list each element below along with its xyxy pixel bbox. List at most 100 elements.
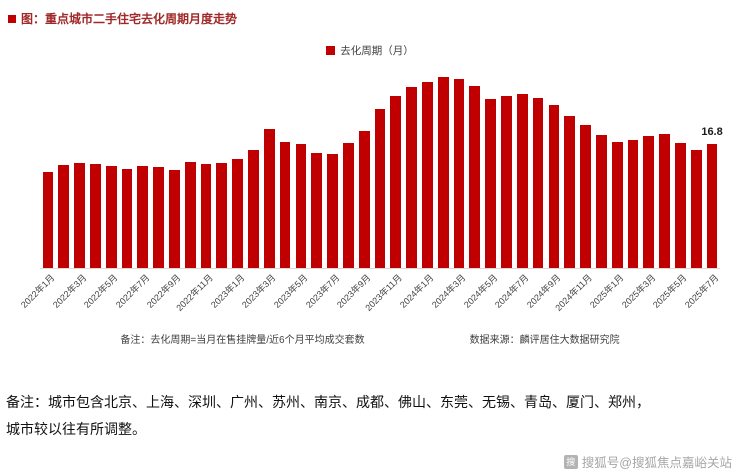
bar [358,131,370,268]
bar-slot-2022年2月 [56,68,72,268]
bar-slot-2022年9月: 2022年9月 [145,68,183,310]
bar [485,99,497,268]
bar [611,142,623,268]
bar-slot-2024年12月 [593,68,609,268]
bar [374,108,386,268]
bar-slot-2025年2月 [625,68,641,268]
note-line-2: 城市较以往有所调整。 [6,423,146,438]
watermark-text: 搜狐号@搜狐焦点嘉峪关站 [581,456,732,470]
bar-slot-2024年7月: 2024年7月 [493,68,531,310]
watermark: 搜 搜狐号@搜狐焦点嘉峪关站 [563,452,732,471]
x-tick-label: 2025年7月 [683,272,721,310]
bar [516,94,528,268]
bar [184,162,196,268]
bar-slot-2022年10月 [182,68,198,268]
bar-slot-2024年5月: 2024年5月 [462,68,499,310]
bar [342,142,354,268]
bar-slot-2023年11月: 2023年11月 [364,68,404,313]
bar-slot-2022年6月 [119,68,135,268]
bar-slot-2022年4月 [87,68,103,268]
bar [675,142,686,268]
bar-slot-2022年11月: 2022年11月 [174,68,215,313]
calc-note: 备注：去化周期=当月在售挂牌量/近6个月平均成交套数 [120,335,365,346]
bar [469,86,481,268]
bar-slot-2022年3月: 2022年3月 [51,68,88,310]
bar [501,95,512,268]
bar-slot-2025年5月: 2025年5月 [651,68,689,310]
legend-swatch-icon [326,46,336,55]
bar-chart: 2022年1月 2022年3月 2022年5月 2022年7月 2022年9月 2022年… [19,68,723,313]
bar [279,142,291,268]
bar [422,81,433,268]
bar [643,135,655,268]
bar-slot-2023年9月: 2023年9月 [335,68,373,310]
bar [216,162,228,268]
bottom-notes: 备注：城市包含北京、上海、深圳、广州、苏州、南京、成都、佛山、东莞、无锡、青岛、… [0,346,740,444]
x-tick-label: 2024年3月 [430,272,468,310]
bar-slot-2025年7月: 2025年7月 16.8 [683,68,723,310]
bar-slot-2024年6月 [499,68,515,268]
figure-title: 图：重点城市二手住宅去化周期月度走势 [8,10,732,27]
bar [153,167,164,268]
legend-label: 去化周期（月） [340,45,414,57]
chart-legend: 去化周期（月） [8,43,732,58]
bar-slot-2024年4月 [467,68,483,268]
note-line-1: 备注：城市包含北京、上海、深圳、广州、苏州、南京、成都、佛山、东莞、无锡、青岛、… [6,396,650,411]
bar-slot-2023年7月: 2023年7月 [304,68,341,310]
bar [248,149,259,268]
bar [564,116,576,268]
bar-slot-2024年1月: 2024年1月 [398,68,436,310]
bar [390,95,402,268]
x-tick-label: 2023年7月 [303,272,342,310]
bar [74,162,85,268]
bar [406,86,417,268]
bar-slot-2023年4月 [277,68,293,268]
data-source: 数据来源：麟评居住大数据研究院 [469,335,620,346]
bar [58,165,70,268]
bar-slot-2022年5月: 2022年5月 [82,68,120,310]
bar [437,77,449,268]
bar-slot-2025年4月 [657,68,673,268]
x-tick-label: 2024年1月 [398,272,436,310]
bar-slot-2024年11月: 2024年11月 [553,68,594,313]
bar [42,171,54,268]
bar [169,169,180,268]
bar-slot-2025年3月: 2025年3月 [620,68,657,310]
bar [89,164,101,268]
bar [627,140,639,268]
bar-slot-2022年7月: 2022年7月 [114,68,151,310]
bar [137,165,149,268]
bar-slot-2025年6月 [688,68,704,268]
bar [706,143,718,268]
last-value-label: 16.8 [701,125,723,138]
bar [690,149,702,268]
bar [532,97,544,268]
bar-slot-2024年2月 [435,68,451,268]
figure-title-text: 图：重点城市二手住宅去化周期月度走势 [21,12,238,26]
bar-slot-2025年1月: 2025年1月 [588,68,626,310]
sohu-logo-icon: 搜 [563,454,578,469]
bar-slot-2023年6月 [309,68,325,268]
title-bullet-icon [8,14,16,23]
chart-figure: 图：重点城市二手住宅去化周期月度走势 去化周期（月） 2022年1月 2022年3… [8,10,732,346]
x-tick-label: 2022年3月 [50,272,89,310]
bar-slot-2023年8月 [340,68,356,268]
bar-slot-2022年12月 [214,68,230,268]
bar [232,158,244,268]
bar-slot-2023年2月 [246,68,262,268]
bar-slot-2024年9月: 2024年9月 [525,68,562,310]
bar [327,154,338,268]
bar [659,134,670,268]
bar-slot-2024年8月 [530,68,546,268]
bar [453,78,465,268]
bar-slot-2024年10月 [562,68,578,268]
bar [595,134,607,268]
bar-slot-2024年3月: 2024年3月 [430,68,468,310]
bar [295,143,307,268]
x-tick-label: 2023年5月 [271,272,310,310]
x-tick-label: 2022年1月 [18,272,57,310]
bar-slot-2023年12月 [404,68,420,268]
bar [263,128,275,268]
bar [548,105,560,268]
